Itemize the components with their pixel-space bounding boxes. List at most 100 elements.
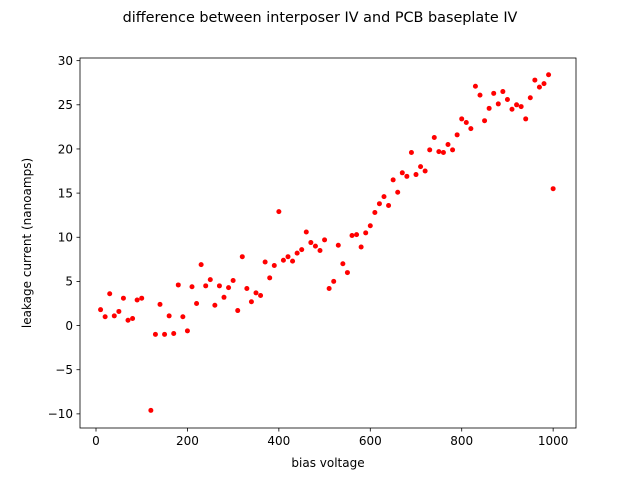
data-point xyxy=(509,106,515,112)
data-point xyxy=(546,72,552,78)
data-point xyxy=(294,250,300,256)
data-point xyxy=(285,254,291,260)
data-point xyxy=(395,189,401,195)
data-point xyxy=(550,186,556,192)
data-point xyxy=(349,232,355,238)
data-point xyxy=(427,147,433,153)
data-point xyxy=(372,210,378,216)
x-tick-label: 0 xyxy=(92,434,100,448)
data-point xyxy=(216,283,222,289)
data-point xyxy=(258,293,264,299)
data-point xyxy=(162,331,168,337)
data-point xyxy=(381,194,387,200)
data-point xyxy=(308,240,314,246)
data-point xyxy=(331,278,337,284)
x-axis-ticks: 0 200 400 600 800 1000 xyxy=(92,428,568,448)
data-point xyxy=(386,202,392,208)
data-point xyxy=(358,244,364,250)
plot-frame xyxy=(79,57,577,429)
data-point xyxy=(102,314,108,320)
data-point xyxy=(450,147,456,153)
data-point xyxy=(440,149,446,155)
data-point xyxy=(418,164,424,170)
data-point xyxy=(367,223,373,229)
data-point xyxy=(344,270,350,276)
data-point xyxy=(120,295,126,301)
data-point xyxy=(148,407,154,413)
data-point xyxy=(253,290,259,296)
data-points xyxy=(98,72,556,413)
data-point xyxy=(514,102,520,108)
data-point xyxy=(157,301,163,307)
data-point xyxy=(482,118,488,124)
data-point xyxy=(290,258,296,264)
data-point xyxy=(203,283,209,289)
data-point xyxy=(413,172,419,178)
x-tick-label: 600 xyxy=(359,434,382,448)
data-point xyxy=(134,297,140,303)
data-point xyxy=(198,262,204,268)
data-point xyxy=(436,149,442,155)
data-point xyxy=(459,116,465,122)
y-tick-label: 15 xyxy=(58,186,73,200)
data-point xyxy=(532,77,538,83)
data-point xyxy=(340,261,346,267)
data-point xyxy=(207,277,213,283)
data-point xyxy=(239,254,245,260)
data-point xyxy=(363,230,369,236)
data-point xyxy=(212,302,218,308)
data-point xyxy=(280,257,286,263)
data-point xyxy=(422,168,428,174)
data-point xyxy=(326,285,332,291)
data-point xyxy=(276,209,282,215)
data-point xyxy=(312,243,318,249)
data-point xyxy=(354,232,360,238)
x-tick-label: 200 xyxy=(176,434,199,448)
data-point xyxy=(454,132,460,138)
data-point xyxy=(335,242,341,248)
y-tick-label: 20 xyxy=(58,142,73,156)
data-point xyxy=(463,119,469,125)
data-point xyxy=(472,83,478,89)
chart-title: difference between interposer IV and PCB… xyxy=(123,10,518,26)
y-tick-label: 0 xyxy=(65,319,73,333)
data-point xyxy=(230,278,236,284)
data-point xyxy=(376,201,382,207)
x-tick-label: 1000 xyxy=(538,434,569,448)
data-point xyxy=(500,89,506,95)
y-tick-label: −5 xyxy=(55,363,73,377)
data-point xyxy=(495,101,501,107)
data-point xyxy=(111,313,117,319)
data-point xyxy=(244,285,250,291)
y-tick-label: 10 xyxy=(58,231,73,245)
x-axis-title: bias voltage xyxy=(291,456,364,470)
data-point xyxy=(404,173,410,179)
data-point xyxy=(536,84,542,90)
data-point xyxy=(189,284,195,290)
data-point xyxy=(98,307,104,313)
data-point xyxy=(226,285,232,291)
data-point xyxy=(248,299,254,305)
data-point xyxy=(486,105,492,111)
y-tick-label: −10 xyxy=(48,407,73,421)
data-point xyxy=(477,92,483,98)
data-point xyxy=(322,237,328,243)
data-point xyxy=(107,291,113,297)
data-point xyxy=(303,229,309,235)
y-axis-title: leakage current (nanoamps) xyxy=(20,158,34,328)
y-tick-label: 5 xyxy=(65,275,73,289)
data-point xyxy=(390,177,396,183)
data-point xyxy=(139,295,145,301)
data-point xyxy=(445,142,451,148)
data-point xyxy=(431,134,437,140)
plot-area xyxy=(80,58,576,428)
data-point xyxy=(180,314,186,320)
data-point xyxy=(399,170,405,176)
data-point xyxy=(166,313,172,319)
y-tick-label: 25 xyxy=(58,98,73,112)
data-point xyxy=(221,294,227,300)
data-point xyxy=(175,282,181,288)
data-point xyxy=(523,116,529,122)
data-point xyxy=(130,316,136,321)
